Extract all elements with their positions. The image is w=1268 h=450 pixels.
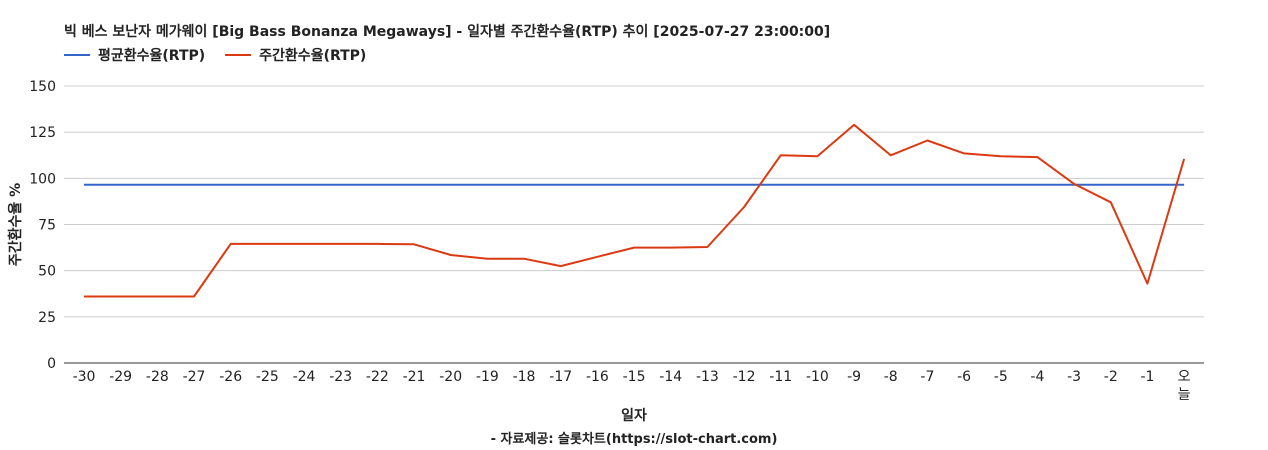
legend-item-weekly[interactable]: 주간환수율(RTP) — [225, 45, 366, 65]
x-tick-label-22: -8 — [884, 369, 898, 385]
legend: 평균환수율(RTP) 주간환수율(RTP) — [64, 45, 386, 65]
x-tick-label-14: -16 — [586, 369, 609, 385]
y-tick-label-75: 75 — [38, 218, 56, 234]
x-tick-label-16: -14 — [659, 369, 682, 385]
legend-label-average: 평균환수율(RTP) — [98, 48, 206, 64]
x-tick-label-24: -6 — [957, 369, 971, 385]
x-tick-label-9: -21 — [403, 369, 426, 385]
source-credit: - 자료제공: 슬롯차트(https://slot-chart.com) — [490, 432, 778, 447]
legend-swatch-average — [64, 54, 90, 56]
legend-item-average[interactable]: 평균환수율(RTP) — [64, 45, 205, 65]
x-tick-label-30-1: 늘 — [1178, 387, 1191, 403]
y-tick-label-150: 150 — [29, 79, 56, 95]
y-tick-label-0: 0 — [47, 356, 56, 372]
x-tick-label-26: -4 — [1030, 369, 1044, 385]
y-tick-label-50: 50 — [38, 264, 56, 280]
x-tick-label-10: -20 — [439, 369, 462, 385]
x-tick-label-1: -29 — [109, 369, 132, 385]
x-tick-label-3: -27 — [183, 369, 206, 385]
x-tick-label-7: -23 — [329, 369, 352, 385]
x-tick-label-28: -2 — [1104, 369, 1118, 385]
chart-title: 빅 베스 보난자 메가웨이 [Big Bass Bonanza Megaways… — [64, 24, 831, 40]
x-tick-label-15: -15 — [623, 369, 646, 385]
x-tick-label-19: -11 — [769, 369, 792, 385]
x-tick-label-30-0: 오 — [1178, 369, 1191, 385]
x-tick-label-4: -26 — [219, 369, 242, 385]
x-tick-label-0: -30 — [73, 369, 96, 385]
legend-swatch-weekly — [225, 54, 252, 56]
x-tick-label-5: -25 — [256, 369, 279, 385]
x-tick-label-6: -24 — [293, 369, 316, 385]
y-tick-label-25: 25 — [38, 310, 56, 326]
x-tick-label-20: -10 — [806, 369, 829, 385]
x-tick-label-12: -18 — [513, 369, 536, 385]
x-tick-label-11: -19 — [476, 369, 499, 385]
x-axis-label: 일자 — [621, 408, 647, 424]
x-tick-label-23: -7 — [920, 369, 934, 385]
x-tick-label-21: -9 — [847, 369, 861, 385]
x-tick-label-13: -17 — [549, 369, 572, 385]
y-tick-label-125: 125 — [29, 125, 56, 141]
y-tick-label-100: 100 — [29, 171, 56, 187]
x-tick-label-18: -12 — [733, 369, 756, 385]
x-tick-label-29: -1 — [1140, 369, 1154, 385]
y-axis-label: 주간환수율 % — [7, 183, 24, 266]
x-tick-label-2: -28 — [146, 369, 169, 385]
x-tick-label-25: -5 — [994, 369, 1008, 385]
legend-label-weekly: 주간환수율(RTP) — [259, 48, 367, 64]
x-tick-label-8: -22 — [366, 369, 389, 385]
x-tick-label-17: -13 — [696, 369, 719, 385]
x-tick-label-27: -3 — [1067, 369, 1081, 385]
